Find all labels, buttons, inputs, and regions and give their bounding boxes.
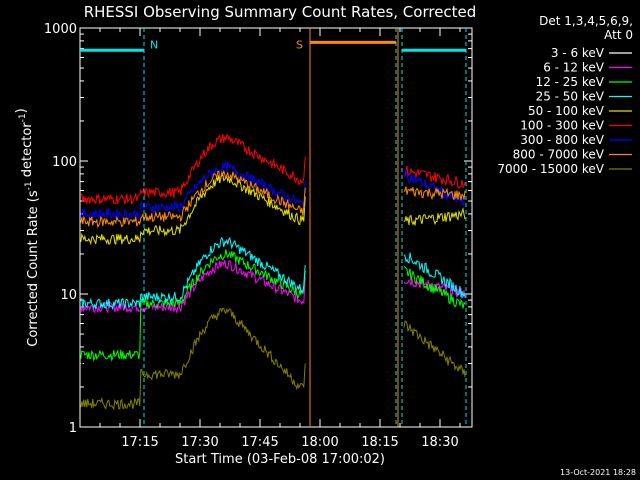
series-line-pre xyxy=(80,259,306,315)
legend-entry-label: 50 - 100 keV xyxy=(528,104,605,118)
series-line-pre xyxy=(80,160,306,221)
y-tick-label: 10 xyxy=(60,288,77,303)
series-line-pre xyxy=(80,134,306,205)
x-tick-label: 17:30 xyxy=(181,435,218,450)
x-tick-label: 18:30 xyxy=(421,435,458,450)
legend-entry-label: 3 - 6 keV xyxy=(551,46,605,60)
series-line-post xyxy=(403,266,466,309)
legend-entry-label: 12 - 25 keV xyxy=(536,75,605,89)
legend-entry-label: 6 - 12 keV xyxy=(543,61,605,75)
series-line-post xyxy=(403,297,466,351)
y-tick-label: 100 xyxy=(52,155,77,170)
series-line-post xyxy=(403,186,466,201)
x-tick-label: 17:45 xyxy=(241,435,278,450)
y-axis-label: Corrected Count Rate (s-1 detector-1) xyxy=(14,108,41,346)
series-line-pre xyxy=(80,169,306,229)
y-tick-label: 1 xyxy=(69,421,77,436)
plot-frame xyxy=(79,27,473,428)
y-axis-label-superscript: -1 xyxy=(18,113,28,122)
flag-label: N xyxy=(150,39,158,52)
series-line-post xyxy=(403,207,466,226)
series-line-post xyxy=(403,320,466,377)
y-axis-label-part: detector xyxy=(20,122,35,182)
legend-entry-label: 800 - 7000 keV xyxy=(513,148,605,162)
series-line-post xyxy=(403,252,466,298)
flag-label: S xyxy=(296,39,303,52)
legend-header-line2: Att 0 xyxy=(604,28,633,42)
x-tick-label: 18:00 xyxy=(301,435,338,450)
y-axis-label-superscript: -1 xyxy=(24,181,34,190)
y-axis-label-part: ) xyxy=(14,108,29,113)
y-axis-label-part: Corrected Count Rate (s xyxy=(26,190,41,347)
series-line-pre xyxy=(80,236,306,311)
series-line-post xyxy=(403,165,466,189)
y-tick-label: 1000 xyxy=(44,22,77,37)
series-line-post xyxy=(403,277,466,300)
series-line-pre xyxy=(80,269,306,382)
x-tick-label: 18:15 xyxy=(361,435,398,450)
x-tick-label: 17:15 xyxy=(121,435,158,450)
x-axis-label: Start Time (03-Feb-08 17:00:02) xyxy=(175,452,385,467)
series-line-pre xyxy=(80,307,306,411)
legend-entry-label: 100 - 300 keV xyxy=(520,119,604,133)
legend-entry-label: 300 - 800 keV xyxy=(520,133,604,147)
series-line-pre xyxy=(80,173,306,246)
series-line-pre xyxy=(80,249,306,362)
legend-entry-label: 25 - 50 keV xyxy=(536,90,605,104)
legend-header-line1: Det 1,3,4,5,6,9, xyxy=(539,14,633,28)
chart-title: RHESSI Observing Summary Count Rates, Co… xyxy=(84,3,477,21)
legend-entry-label: 7000 - 15000 keV xyxy=(497,162,604,176)
footer-date: 13-Oct-2021 18:28 xyxy=(560,468,636,477)
